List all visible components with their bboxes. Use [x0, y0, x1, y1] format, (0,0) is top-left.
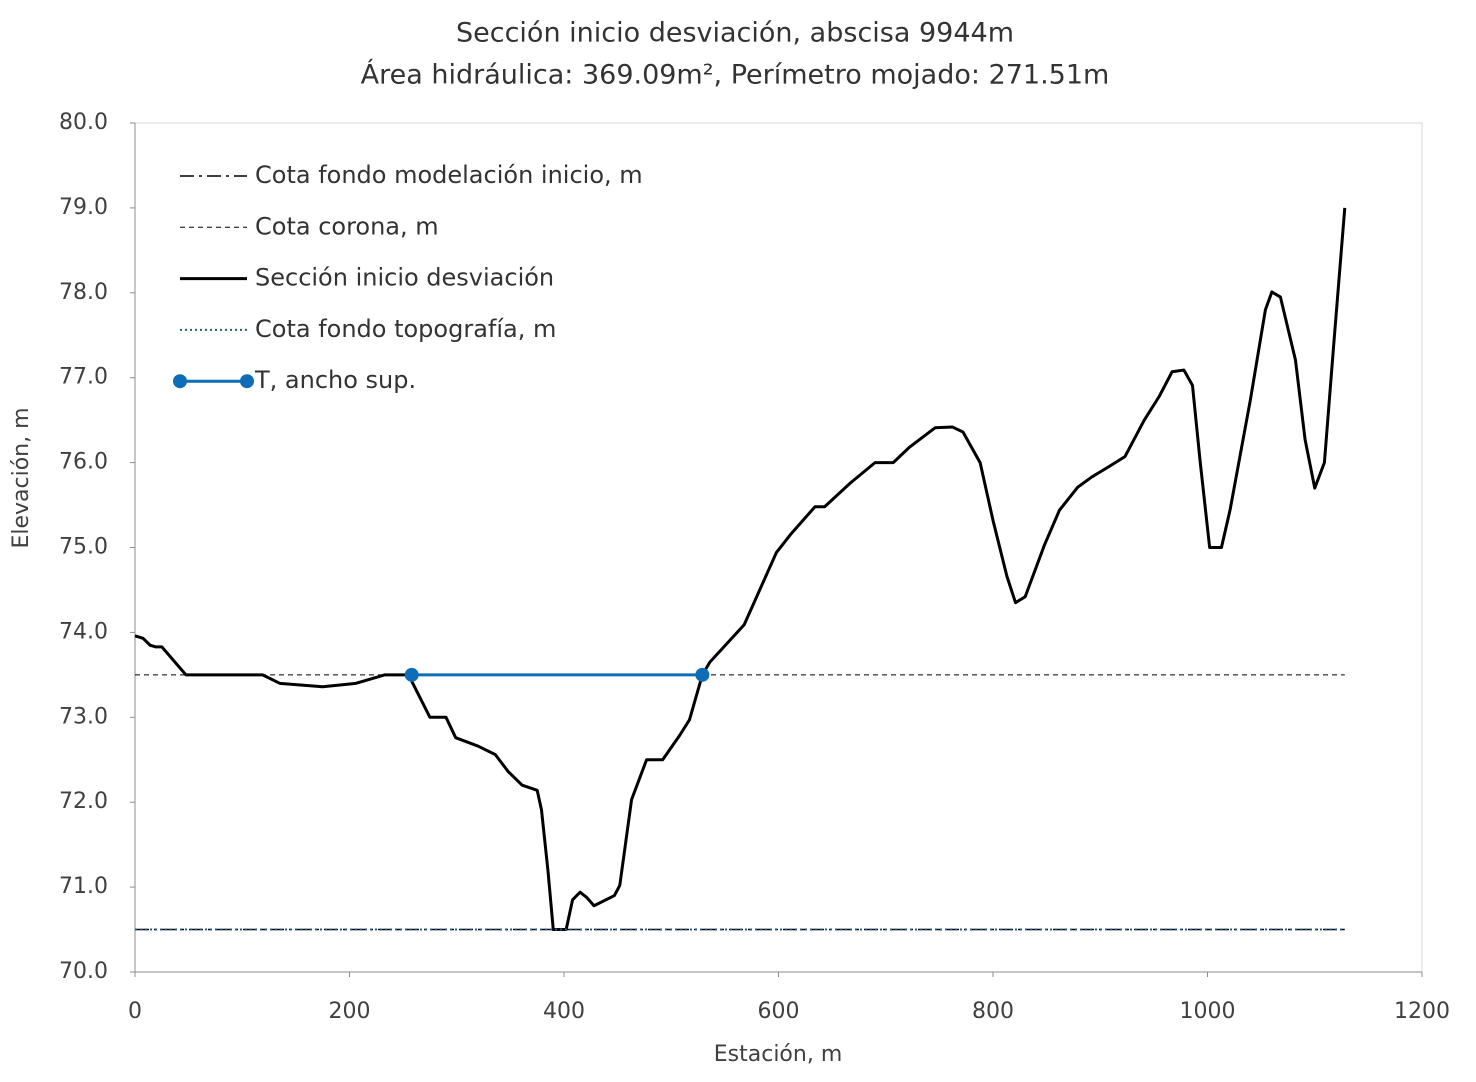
chart-subtitle: Área hidráulica: 369.09m², Perímetro moj… [361, 59, 1110, 91]
x-axis-title: Estación, m [714, 1042, 843, 1067]
y-tick-label: 76.0 [59, 450, 108, 475]
legend-marker [240, 374, 254, 389]
x-tick-label: 1000 [1180, 999, 1236, 1024]
legend-label: Cota fondo topografía, m [255, 315, 556, 343]
y-tick-label: 74.0 [59, 619, 108, 644]
y-tick-label: 70.0 [59, 959, 108, 984]
point [695, 667, 710, 682]
y-tick-label: 72.0 [59, 789, 108, 814]
x-tick-label: 800 [972, 999, 1014, 1024]
series-line [134, 207, 1347, 932]
chart-title: Sección inicio desviación, abscisa 9944m [456, 18, 1014, 49]
y-axis-title: Elevación, m [9, 407, 34, 548]
y-tick-label: 78.0 [59, 280, 108, 305]
legend-label: Cota fondo modelación inicio, m [255, 161, 643, 189]
x-tick-label: 1200 [1394, 999, 1450, 1024]
point [404, 667, 419, 682]
y-tick-label: 77.0 [59, 365, 108, 390]
y-tick-label: 71.0 [59, 874, 108, 899]
legend-label: T, ancho sup. [254, 366, 416, 394]
legend-label: Cota corona, m [255, 212, 439, 240]
y-tick-label: 75.0 [59, 535, 108, 560]
y-tick-label: 79.0 [59, 195, 108, 220]
legend-marker [173, 374, 187, 389]
y-tick-label: 80.0 [59, 110, 108, 135]
x-tick-label: 0 [128, 999, 142, 1024]
x-tick-label: 400 [543, 999, 585, 1024]
legend-label: Sección inicio desviación [255, 264, 554, 292]
y-tick-label: 73.0 [59, 704, 108, 729]
x-tick-label: 200 [329, 999, 371, 1024]
x-tick-label: 600 [758, 999, 800, 1024]
